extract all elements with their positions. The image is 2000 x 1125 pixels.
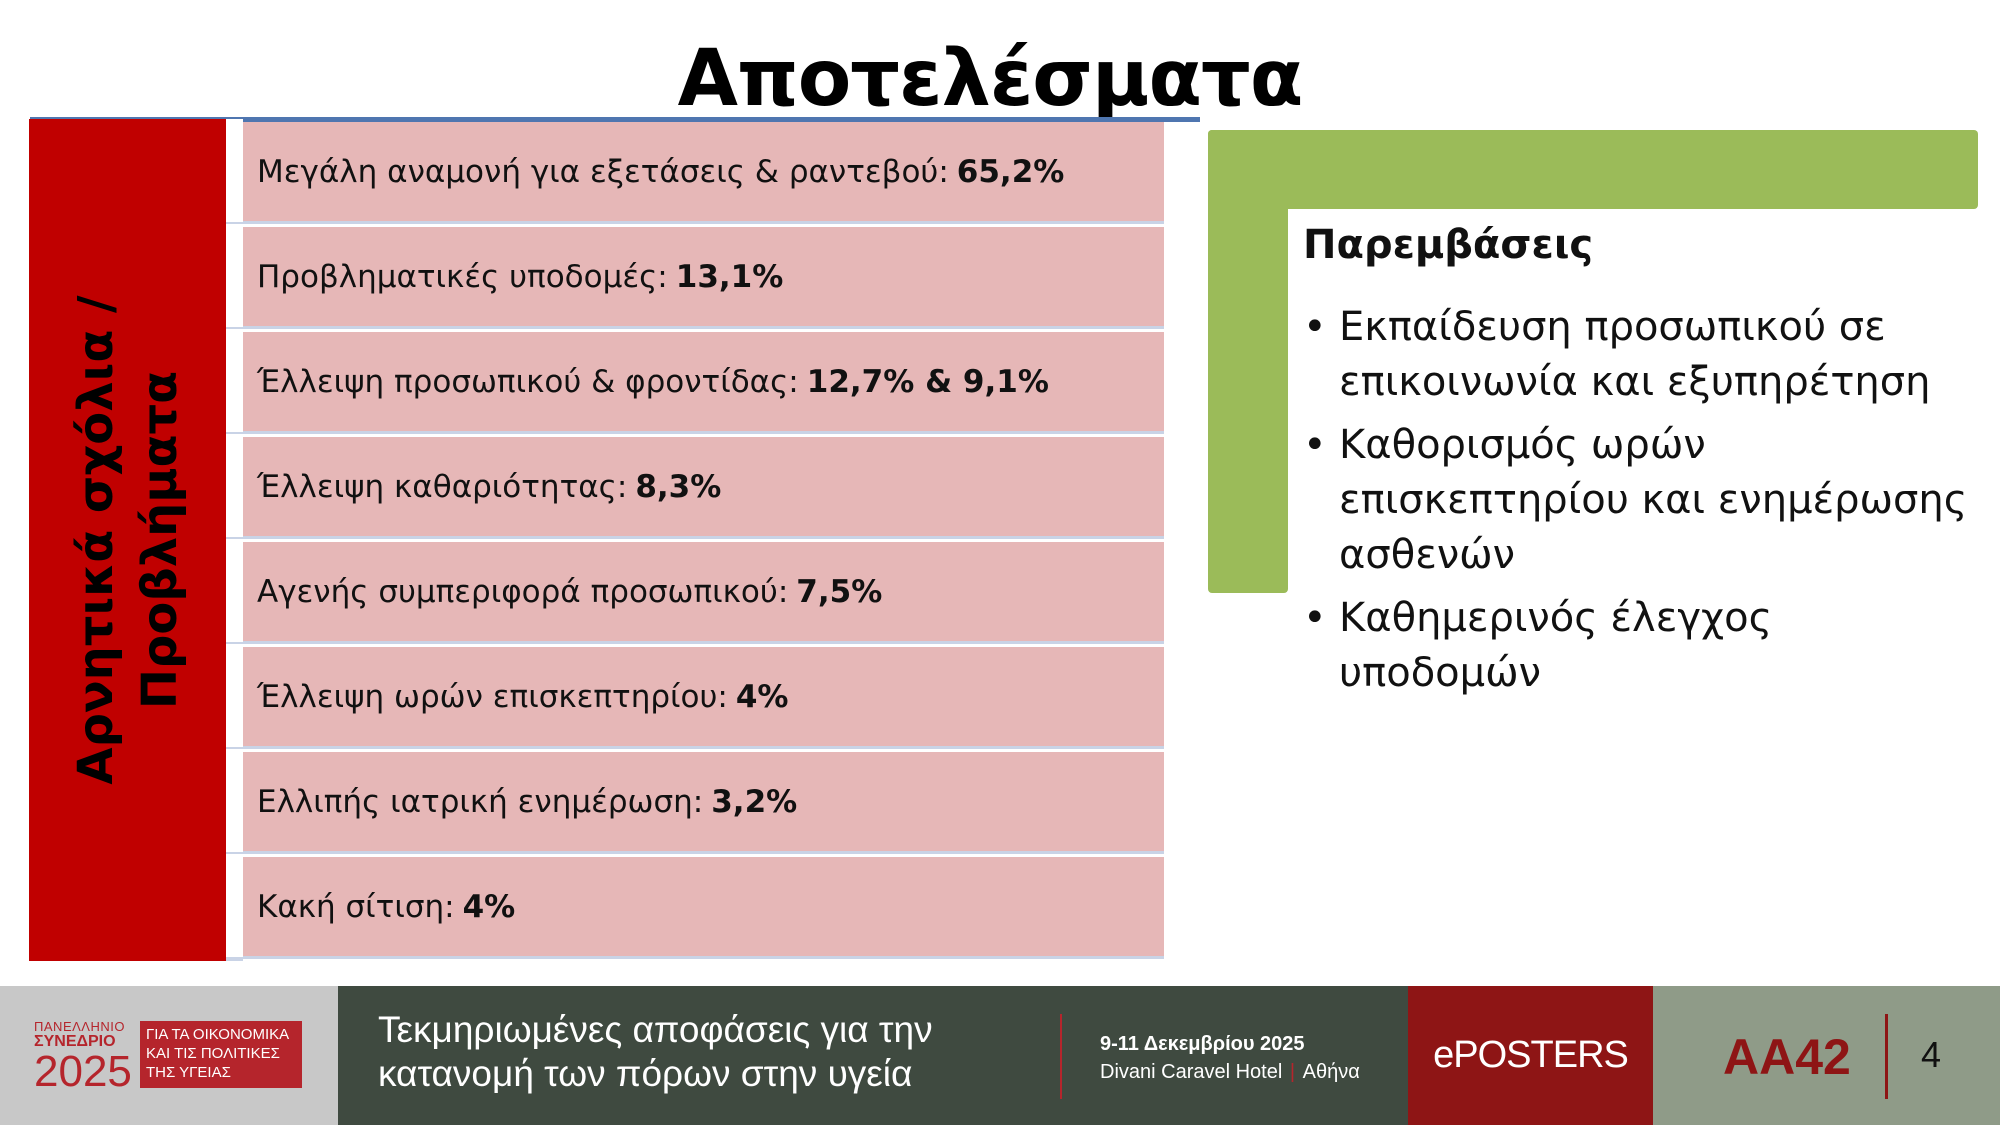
footer-tagline-block: Τεκμηριωμένες αποφάσεις για την κατανομή… (338, 986, 1408, 1125)
footer-divider (1060, 1014, 1062, 1099)
interventions-list: • Εκπαίδευση προσωπικού σε επικοινωνία κα… (1303, 300, 1983, 709)
problem-label: Έλλειψη ωρών επισκεπτηρίου: (257, 678, 728, 715)
problem-value: 13,1% (675, 258, 784, 295)
interventions-panel (1288, 209, 1988, 609)
logo-year: 2025 (34, 1047, 132, 1096)
side-label-box (29, 119, 226, 961)
problem-value: 8,3% (635, 468, 722, 505)
side-label-line1: Αρνητικά σχόλια / (68, 295, 124, 785)
problem-label: Μεγάλη αναμονή για εξετάσεις & ραντεβού: (257, 153, 949, 190)
list-item: • Καθορισμός ωρών επισκεπτηρίου και ενημέ… (1303, 418, 1983, 583)
problem-row: Έλλειψη ωρών επισκεπτηρίου: 4% (226, 644, 1164, 751)
problem-row: Ελλιπής ιατρική ενημέρωση: 3,2% (226, 749, 1164, 856)
problem-row: Μεγάλη αναμονή για εξετάσεις & ραντεβού:… (226, 119, 1164, 226)
logo-line1: ΠΑΝΕΛΛΗΝΙΟ (34, 1019, 125, 1034)
problem-row: Έλλειψη προσωπικού & φροντίδας: 12,7% & 9… (226, 329, 1164, 436)
problem-value: 3,2% (711, 783, 798, 820)
problem-label: Έλλειψη προσωπικού & φροντίδας: (257, 363, 799, 400)
problem-value: 4% (735, 678, 789, 715)
bullet-icon: • (1303, 595, 1327, 641)
problem-value: 4% (462, 888, 516, 925)
page-number: 4 (1921, 1034, 1942, 1075)
interventions-frame-top (1208, 130, 1978, 209)
bullet-icon: • (1303, 422, 1327, 468)
list-item: • Καθημερινός έλεγχος υποδομών (1303, 591, 1983, 701)
problem-row: Έλλειψη καθαριότητας: 8,3% (226, 434, 1164, 541)
bullet-icon: • (1303, 304, 1327, 350)
problem-label: Έλλειψη καθαριότητας: (257, 468, 628, 505)
event-city: Αθήνα (1302, 1061, 1360, 1083)
event-date: 9-11 Δεκεμβρίου 2025 (1100, 1033, 1305, 1055)
title-underline (30, 117, 1200, 122)
interventions-title: Παρεμβάσεις (1303, 222, 1594, 268)
slide-title: Αποτελέσματα (677, 34, 1304, 124)
problem-label: Κακή σίτιση: (257, 888, 455, 925)
code-divider (1885, 1014, 1888, 1099)
poster-code-block: AA42 4 (1653, 986, 2000, 1125)
logo-subtitle-box: ΓΙΑ ΤΑ ΟΙΚΟΝΟΜΙΚΑ ΚΑΙ ΤΙΣ ΠΟΛΙΤΙΚΕΣ ΤΗΣ … (140, 1021, 302, 1088)
event-venue: Divani Caravel Hotel (1100, 1061, 1283, 1083)
conference-logo: ΠΑΝΕΛΛΗΝΙΟ ΣΥΝΕΔΡΙΟ 2025 ΓΙΑ ΤΑ ΟΙΚΟΝΟΜΙ… (0, 986, 338, 1125)
footer-tagline: Τεκμηριωμένες αποφάσεις για την κατανομή… (378, 1009, 933, 1094)
footer-event-info: 9-11 Δεκεμβρίου 2025 Divani Caravel Hote… (1100, 1033, 1360, 1083)
poster-code: AA42 (1723, 1029, 1851, 1085)
eposters-label: ePOSTERS (1408, 986, 1653, 1125)
problem-row: Προβληματικές υποδομές: 13,1% (226, 224, 1164, 331)
side-label-text: Αρνητικά σχόλια / Προβλήματα (64, 90, 192, 990)
problem-label: Αγενής συμπεριφορά προσωπικού: (257, 573, 789, 610)
footer-banner: ΠΑΝΕΛΛΗΝΙΟ ΣΥΝΕΔΡΙΟ 2025 ΓΙΑ ΤΑ ΟΙΚΟΝΟΜΙ… (0, 986, 2000, 1125)
problem-value: 7,5% (796, 573, 883, 610)
side-label-line2: Προβλήματα (132, 370, 188, 710)
list-item: • Εκπαίδευση προσωπικού σε επικοινωνία κα… (1303, 300, 1983, 410)
interventions-frame-left (1208, 130, 1288, 593)
logo-line2: ΣΥΝΕΔΡΙΟ (34, 1033, 116, 1050)
problem-label: Προβληματικές υποδομές: (257, 258, 668, 295)
problem-row: Αγενής συμπεριφορά προσωπικού: 7,5% (226, 539, 1164, 646)
problem-row: Κακή σίτιση: 4% (226, 854, 1164, 961)
problem-label: Ελλιπής ιατρική ενημέρωση: (257, 783, 704, 820)
problem-value: 65,2% (956, 153, 1065, 190)
problem-value: 12,7% & 9,1% (806, 363, 1049, 400)
